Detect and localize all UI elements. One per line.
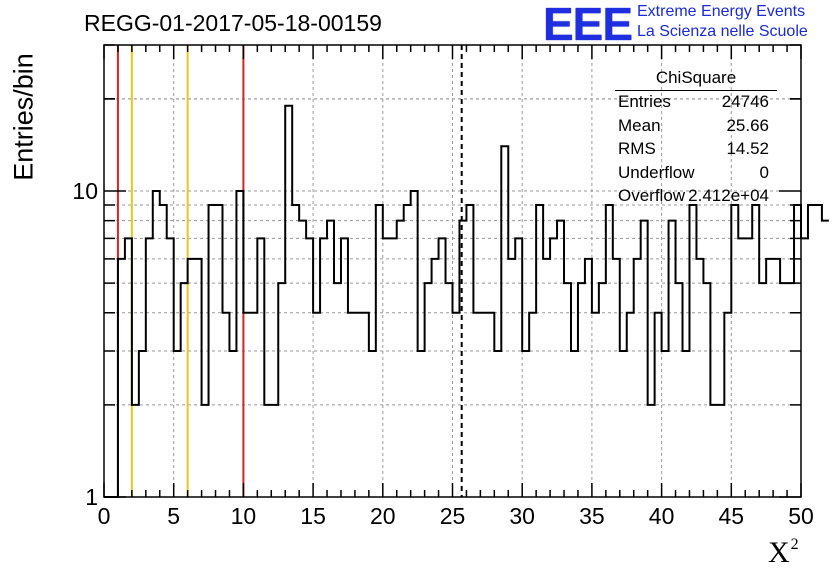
x-tick-label: 5	[167, 503, 180, 529]
stats-title: ChiSquare	[615, 68, 777, 91]
stats-value: 2.412e+04	[688, 186, 769, 206]
org-name-line1: Extreme Energy Events	[637, 3, 806, 20]
x-axis-label-symbol: X	[768, 536, 790, 569]
x-tick-label: 15	[300, 503, 326, 529]
y-axis-label-box: Entries/bin	[4, 52, 44, 182]
x-tick-label: 30	[509, 503, 535, 529]
x-tick-label: 40	[649, 503, 675, 529]
stats-value: 14.52	[726, 139, 769, 159]
stats-row-entries: Entries 24746	[613, 91, 779, 115]
x-tick-label: 0	[98, 503, 111, 529]
run-title: REGG-01-2017-05-18-00159	[84, 10, 382, 36]
stats-key: Entries	[618, 92, 671, 111]
axis-ticks	[103, 44, 802, 498]
stats-value: 24746	[721, 92, 769, 111]
tick-labels: 0 5 10 15 20 25 30 35 40 45 50 1 10	[72, 178, 813, 529]
stats-key: RMS	[618, 139, 656, 159]
y-tick-label: 10	[72, 178, 98, 204]
x-axis-label-superscript: 2	[790, 536, 799, 553]
eee-logo: EEE	[543, 0, 633, 50]
x-tick-label: 45	[719, 503, 745, 529]
stats-key: Underflow	[618, 162, 695, 182]
stats-key: Mean	[618, 115, 661, 135]
x-tick-label: 35	[579, 503, 605, 529]
stats-box: ChiSquare Entries 24746 Mean 25.66 RMS 1…	[613, 68, 779, 209]
stats-row-mean: Mean 25.66	[613, 115, 779, 139]
y-tick-label: 1	[85, 484, 98, 510]
reference-lines	[116, 45, 463, 497]
y-axis-label: Entries/bin	[8, 53, 39, 181]
x-tick-label: 50	[788, 503, 814, 529]
x-tick-label: 20	[370, 503, 396, 529]
stats-value: 25.66	[726, 115, 769, 135]
x-tick-label: 25	[440, 503, 466, 529]
x-tick-label: 10	[231, 503, 257, 529]
stats-row-underflow: Underflow 0	[613, 162, 779, 186]
stats-key: Overflow	[618, 186, 686, 206]
stats-row-rms: RMS 14.52	[613, 138, 779, 162]
x-axis-label: X2	[768, 536, 799, 570]
org-name-line2: La Scienza nelle Scuole	[637, 23, 808, 40]
stats-value: 0	[759, 162, 769, 182]
stats-row-overflow: Overflow 2.412e+04	[613, 185, 779, 209]
histogram-step-line	[104, 104, 829, 498]
